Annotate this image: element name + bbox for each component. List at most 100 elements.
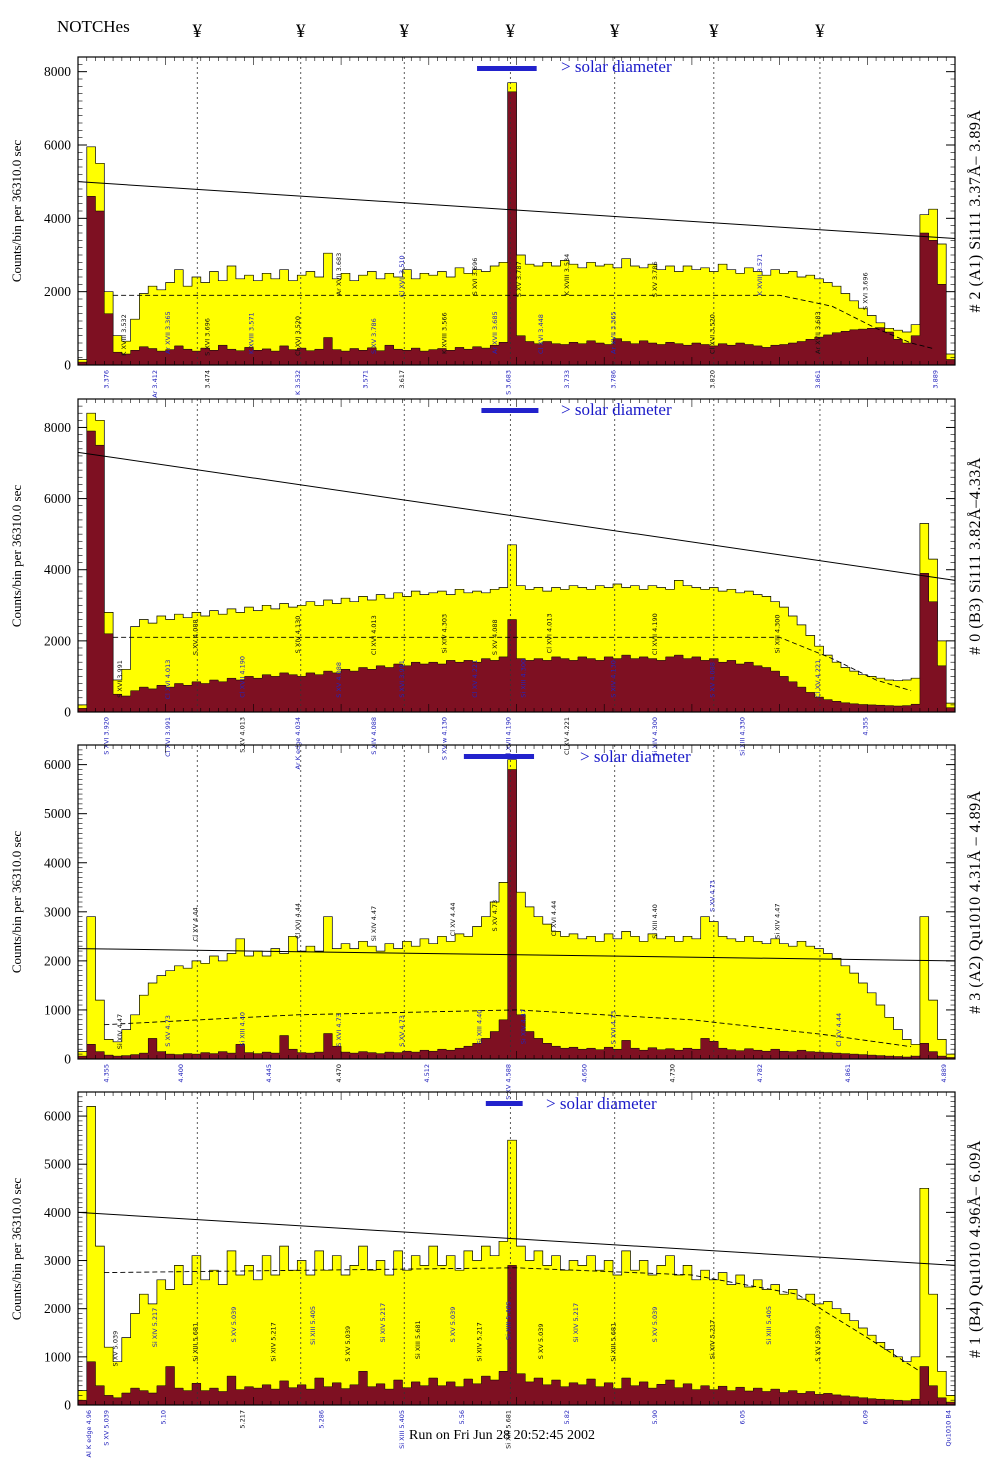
notch-marker-icon: ¥ — [296, 21, 306, 42]
spectral-line-label: S XV 4.73 — [709, 880, 717, 912]
spectral-line-label: S XV 4.088 — [491, 619, 499, 655]
panel-2-right-label: # 0 (B3) Si111 3.82Å–4.33Å — [967, 457, 984, 655]
spectral-line-label: S XIV 4.130 — [610, 660, 618, 698]
y-tick-label: 3000 — [44, 1253, 71, 1268]
wavelength-label: 4.355 — [103, 1064, 111, 1083]
spectral-line-label: Cl XVI 4.013 — [370, 615, 378, 655]
spectral-line-label: Ar XVII 3.683 — [335, 253, 343, 296]
notch-marker-icon: ¥ — [610, 21, 620, 42]
spectral-line-label: Si XIV 5.217 — [151, 1308, 159, 1348]
y-tick-label: 2000 — [44, 1301, 71, 1316]
spectral-line-label: S XV 4.73 — [491, 900, 499, 932]
spectral-line-label: K XVIII 3.571 — [247, 312, 255, 354]
y-tick-label: 1000 — [44, 1002, 71, 1017]
y-tick-label: 6000 — [44, 1109, 71, 1124]
wavelength-label: 4.889 — [940, 1064, 948, 1083]
footer-run-line: Run on Fri Jun 28 20:52:45 2002 — [409, 1428, 595, 1443]
spectral-line-label: Si XIV 5.217 — [269, 1322, 277, 1362]
wavelength-label: 6.09 — [861, 1410, 869, 1424]
wavelength-label: Si XIII 5.681 — [504, 1410, 512, 1449]
y-axis-label-panel-4: Counts/bin per 36310.0 sec — [9, 1177, 24, 1321]
wavelength-label: 3.889 — [931, 370, 939, 389]
solar-diameter-label-panel-1: > solar diameter — [561, 57, 672, 76]
spectral-line-label: S XVI 3.696 — [471, 258, 479, 296]
spectral-line-label: S XVI 3.991 — [398, 660, 406, 698]
wavelength-label: S XV w 4.130 — [440, 717, 448, 760]
y-tick-label: 0 — [64, 358, 71, 373]
solar-diameter-label-panel-2: > solar diameter — [561, 400, 672, 419]
solar-diameter-bar — [481, 408, 539, 413]
wavelength-label: 5.286 — [318, 1410, 326, 1429]
solar-diameter-label-panel-4: > solar diameter — [546, 1094, 657, 1113]
panel-4: 0 1000 2000 3000 4000 5000 6000 S XV 5.039 Si XI… — [44, 1091, 956, 1457]
spectral-line-label: S XVI 4.73 — [335, 1013, 343, 1047]
y-tick-label: 8000 — [44, 420, 71, 435]
spectral-line-label: Cl XVI 3.520 — [294, 316, 302, 356]
y-tick-label: 3000 — [44, 904, 71, 919]
spectral-line-label: Cl XV 4.44 — [449, 902, 457, 936]
y-tick-label: 2000 — [44, 953, 71, 968]
spectral-line-label: K XVIII 3.534 — [563, 254, 571, 296]
spectral-line-label: Si XIV 4.47 — [370, 906, 378, 941]
spectral-line-label: Si XIII 4.300 — [774, 614, 782, 653]
y-tick-label: 4000 — [44, 1205, 71, 1220]
wavelength-label: 3.820 — [709, 370, 717, 389]
wavelength-label: 4.730 — [668, 1064, 676, 1083]
wavelength-label: 6.05 — [739, 1410, 747, 1424]
spectral-line-label: Cl XV 4.44 — [191, 907, 199, 941]
spectral-line-label: Cl XVI 4.44 — [294, 903, 302, 939]
wavelength-label: 5.56 — [458, 1410, 466, 1424]
wavelength-label: Cl XVII 4.190 — [504, 717, 512, 759]
wavelength-label: Si XIV 4.300 — [651, 717, 659, 757]
wavelength-label: Cl XVI 3.991 — [164, 717, 172, 757]
wavelength-label: 3.617 — [398, 370, 406, 389]
y-tick-label: 4000 — [44, 562, 71, 577]
spectral-line-label: Cl XVII 4.190 — [239, 656, 247, 698]
y-tick-label: 6000 — [44, 138, 71, 153]
wavelength-label: 3.474 — [204, 370, 212, 389]
wavelength-label: 4.650 — [581, 1064, 589, 1083]
spectral-line-label: Si XIII 5.405 — [309, 1306, 317, 1345]
y-axis-label-panel-2: Counts/bin per 36310.0 sec — [9, 484, 24, 628]
spectral-line-label: Si XIV 4.47 — [774, 903, 782, 938]
spectral-line-label: S XV 4.73 — [398, 1015, 406, 1047]
spectral-line-label: Cl XVI 4.013 — [164, 660, 172, 700]
wavelength-label: 4.861 — [844, 1064, 852, 1083]
wavelength-label: 4.445 — [265, 1064, 273, 1083]
spectral-line-label: Si XIII 5.681 — [414, 1320, 422, 1359]
wavelength-label: 5.10 — [160, 1410, 168, 1424]
wavelength-label: 3.786 — [610, 370, 618, 389]
spectral-line-label: K XVIII 3.571 — [756, 254, 764, 296]
y-tick-label: 4000 — [44, 211, 71, 226]
wavelength-label: S 3.683 — [504, 370, 512, 395]
solar-diameter-bar — [463, 754, 535, 759]
spectral-line-label: S XVI 3.696 — [861, 272, 869, 310]
notch-marker-icon: ¥ — [506, 21, 516, 42]
y-tick-label: 4000 — [44, 855, 71, 870]
spectral-line-label: Cl XVI 4.44 — [550, 901, 558, 937]
spectral-line-label: S XV 5.039 — [111, 1331, 119, 1367]
spectrum-histogram — [77, 1106, 956, 1406]
y-tick-label: 5000 — [44, 806, 71, 821]
spectral-line-label: Si XIV 5.217 — [475, 1322, 483, 1362]
wavelength-label: 4.782 — [756, 1064, 764, 1083]
background-model-curve — [113, 294, 934, 349]
wavelength-label: 3.733 — [563, 370, 571, 389]
wavelength-label: Al K edge 4.96 — [85, 1410, 93, 1457]
spectral-line-label: Cl XV 4.221 — [471, 660, 479, 698]
spectral-line-label: Si XIII 5.681 — [610, 1323, 618, 1362]
wavelength-label: Si XIII 5.405 — [398, 1410, 406, 1449]
notches-title: NOTCHes — [57, 17, 130, 36]
spectral-line-label: S XV 5.039 — [449, 1307, 457, 1343]
wavelength-label: S XV 4.013 — [239, 717, 247, 753]
wavelength-label: 5.217 — [239, 1410, 247, 1429]
y-tick-label: 5000 — [44, 1157, 71, 1172]
y-tick-label: 2000 — [44, 284, 71, 299]
solar-diameter-bar — [477, 66, 537, 71]
wavelength-label: K 3.532 — [294, 370, 302, 395]
trend-line — [77, 948, 956, 962]
spectral-line-label: Si XIII 5.681 — [191, 1323, 199, 1362]
solar-diameter-bar — [485, 1101, 523, 1106]
wavelength-label: Ar 3.412 — [151, 370, 159, 398]
